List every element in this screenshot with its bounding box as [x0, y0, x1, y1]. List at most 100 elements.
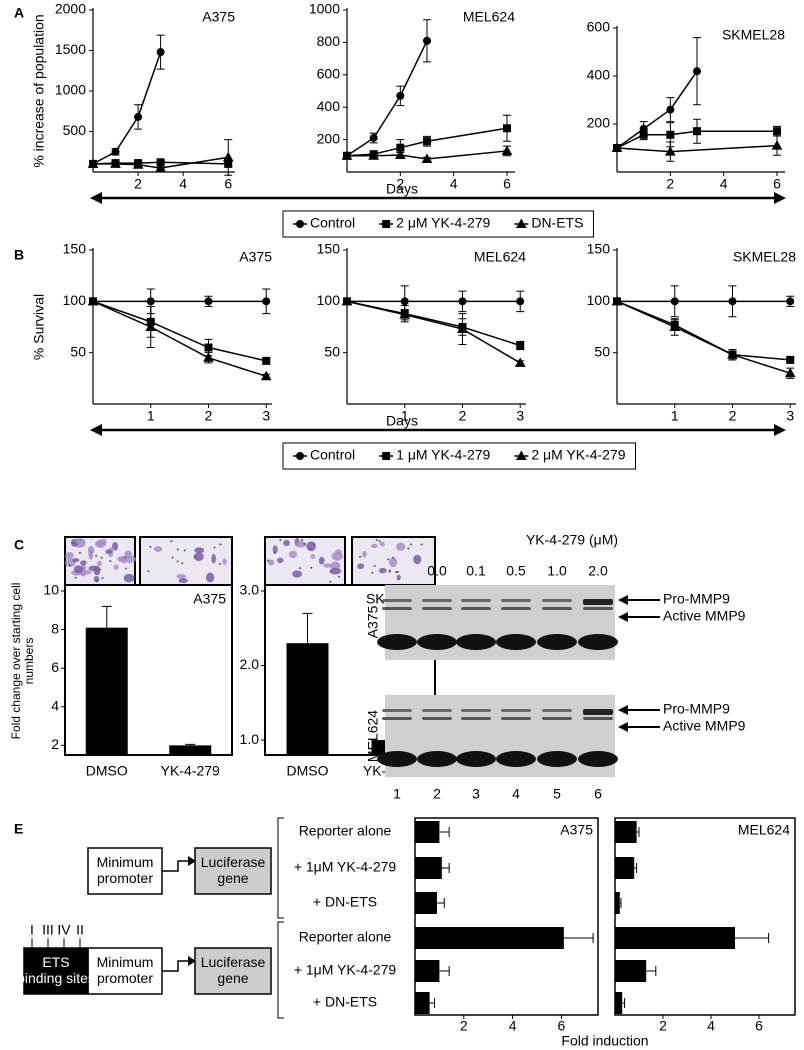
cell — [292, 570, 303, 578]
arrow-head — [618, 722, 628, 732]
marker — [111, 147, 120, 156]
pore — [68, 564, 71, 567]
y-tick-label: 4 — [51, 697, 59, 713]
series-line — [616, 144, 778, 153]
pore — [100, 556, 103, 559]
cell — [80, 560, 87, 566]
cell — [73, 565, 84, 574]
category-label: Reporter alone — [299, 929, 392, 945]
marker — [515, 450, 527, 460]
x-axis-label: Fold induction — [561, 1033, 648, 1049]
cell — [267, 559, 275, 566]
diagram-label: Luciferase gene — [201, 854, 266, 886]
pore — [183, 549, 186, 552]
bar — [615, 857, 635, 879]
x-tick-label: 4 — [450, 176, 458, 192]
band — [501, 709, 531, 712]
category-label: + 1μM YK-4-279 — [294, 962, 397, 978]
cell — [117, 556, 125, 562]
x-tick-label: 2 — [659, 1018, 667, 1034]
treatment-label: YK-4-279 (μM) — [526, 532, 618, 548]
y-tick-label: 100 — [63, 292, 87, 308]
error-bar — [622, 998, 626, 1008]
pore — [213, 546, 216, 549]
panel-label: B — [14, 247, 24, 263]
pore — [171, 556, 174, 559]
cell — [379, 541, 386, 547]
marker — [516, 341, 525, 350]
chart-title: A375 — [193, 591, 226, 607]
y-tick-label: 2.0 — [240, 656, 260, 672]
band — [501, 607, 531, 610]
dose-label: 0.1 — [466, 563, 486, 579]
y-tick-label: 1000 — [55, 82, 86, 98]
x-tick-label: 2 — [729, 408, 737, 424]
marker — [666, 130, 675, 139]
y-tick-label: 500 — [63, 122, 87, 138]
pore — [181, 562, 184, 565]
pore — [407, 547, 410, 550]
panel-label: A — [14, 5, 24, 21]
arrow-head — [618, 595, 628, 605]
marker — [516, 297, 525, 306]
cell — [395, 542, 406, 551]
pore — [98, 568, 101, 571]
marker — [670, 297, 679, 306]
x-tick-label: 4 — [720, 176, 728, 192]
cell — [288, 550, 298, 559]
pore — [392, 556, 395, 559]
cell — [335, 549, 342, 556]
bar — [85, 627, 128, 755]
blot-image — [385, 585, 615, 660]
x-axis-label: Days — [386, 181, 418, 197]
pore — [329, 570, 332, 573]
x-tick-label: 3 — [516, 408, 524, 424]
y-tick-label: 2000 — [55, 1, 86, 17]
marker — [611, 142, 623, 152]
cell — [123, 573, 135, 583]
band — [461, 709, 491, 712]
bar — [169, 745, 212, 755]
marker — [693, 67, 701, 76]
error-bar — [185, 743, 196, 746]
x-tick-label: YK-4-279 — [161, 763, 220, 779]
x-tick-label: DMSO — [287, 763, 329, 779]
cell — [154, 546, 163, 552]
y-tick-label: 2 — [51, 736, 59, 752]
cell — [205, 572, 215, 583]
bar — [615, 892, 620, 914]
marker — [399, 309, 411, 319]
cell — [371, 543, 378, 549]
cell — [111, 541, 119, 551]
cell — [96, 560, 102, 567]
pore — [279, 539, 282, 542]
arrow-head — [90, 424, 102, 436]
pore — [303, 542, 306, 545]
marker — [771, 140, 783, 150]
cell — [396, 574, 401, 581]
category-label: + DN-ETS — [313, 994, 377, 1010]
bar — [615, 992, 623, 1014]
chart-title: A375 — [239, 249, 272, 265]
marker — [394, 149, 406, 159]
arrow-head — [774, 424, 786, 436]
band — [422, 709, 452, 712]
tss-arrow — [162, 860, 190, 872]
dose-label: 2.0 — [588, 563, 608, 579]
cell — [318, 556, 325, 565]
pore — [273, 551, 276, 554]
cell — [323, 563, 332, 568]
pore — [309, 548, 312, 551]
error-bar — [439, 966, 450, 976]
marker — [611, 295, 623, 306]
band — [461, 607, 491, 610]
band — [583, 709, 613, 715]
marker — [155, 162, 166, 172]
lane-label: 1 — [393, 786, 401, 802]
bar — [615, 821, 637, 843]
pore — [388, 569, 391, 572]
diagram-label: ETS binding sites — [17, 954, 95, 986]
series-line — [346, 300, 521, 364]
error-bar — [563, 933, 594, 943]
